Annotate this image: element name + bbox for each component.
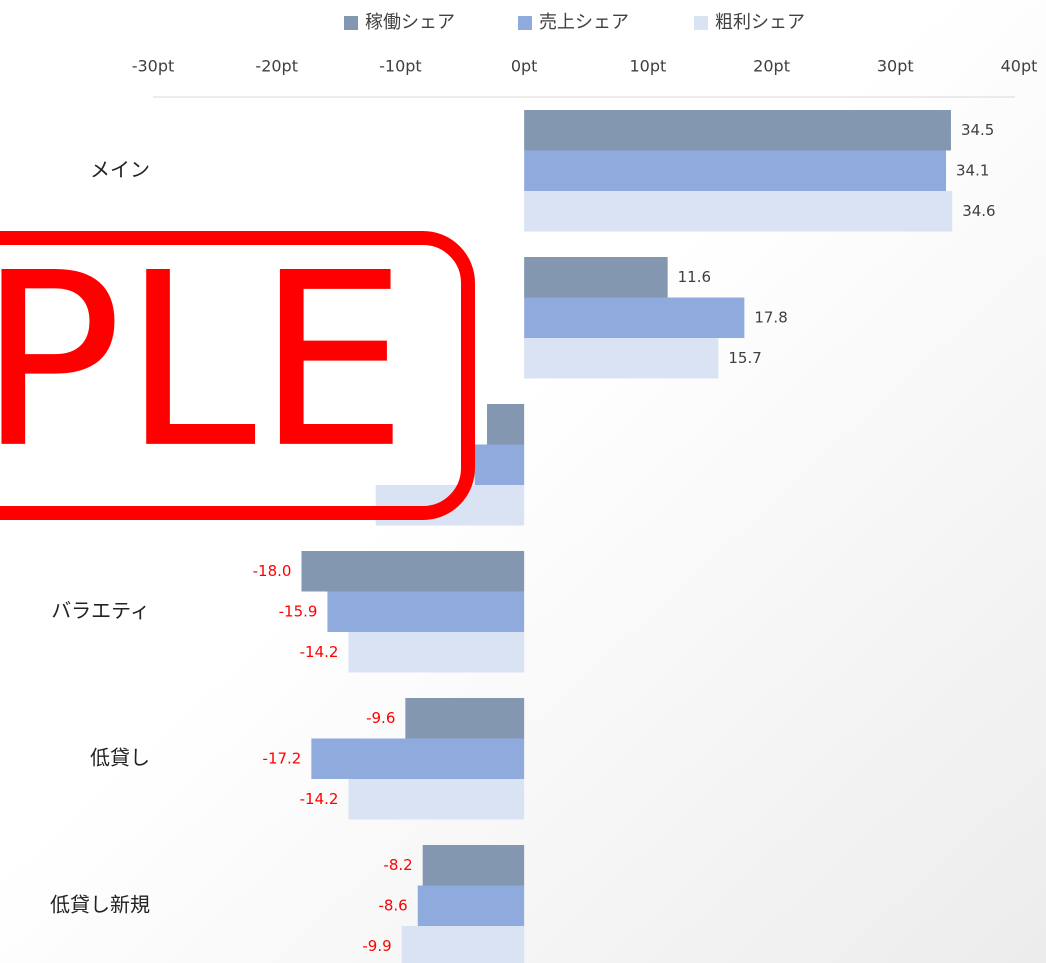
- value-label: -17.2: [263, 749, 302, 767]
- plot: 稼働シェア 売上シェア 粗利シェア -30pt -20pt -10pt 0pt 10pt 20p…: [50, 12, 1037, 963]
- value-label: -9.9: [362, 937, 391, 955]
- value-label: 34.1: [956, 161, 989, 179]
- value-label: -14.2: [300, 790, 339, 808]
- bar: [401, 926, 525, 963]
- category-label: バラエティ: [51, 598, 150, 622]
- x-tick-label: 20pt: [753, 57, 790, 76]
- value-label: 11.6: [678, 268, 711, 286]
- x-tick-label: -20pt: [255, 57, 298, 76]
- bar: [348, 779, 525, 820]
- bar: [474, 444, 525, 485]
- legend-swatch: [518, 16, 532, 30]
- legend-label: 粗利シェア: [715, 12, 805, 33]
- watermark-text: SAMPLE: [0, 221, 408, 501]
- bar: [524, 297, 745, 338]
- bar: [405, 698, 525, 739]
- value-label: -8.6: [378, 896, 407, 914]
- bar: [524, 191, 953, 232]
- bar: [524, 338, 719, 379]
- category-label: 低貸し: [90, 745, 150, 769]
- legend-swatch: [344, 16, 358, 30]
- x-tick-label: 10pt: [629, 57, 666, 76]
- bar: [422, 845, 525, 886]
- x-tick-label: -10pt: [379, 57, 422, 76]
- value-label: 34.5: [961, 121, 994, 139]
- legend-label: 稼働シェア: [365, 12, 455, 33]
- value-label: -14.2: [300, 643, 339, 661]
- value-label: 17.8: [754, 308, 787, 326]
- watermark-frame: [0, 231, 475, 520]
- value-label: -9.6: [366, 709, 395, 727]
- bar: [524, 150, 947, 191]
- bar: [417, 885, 525, 926]
- watermark: SAMPLE: [0, 221, 475, 520]
- legend-label: 売上シェア: [539, 12, 629, 33]
- bar: [524, 257, 668, 298]
- category-label: メイン: [90, 157, 150, 181]
- x-tick-label: 40pt: [1001, 57, 1038, 76]
- x-tick-label: -30pt: [132, 57, 175, 76]
- value-label: -15.9: [279, 602, 318, 620]
- bar: [311, 738, 525, 779]
- value-label: -8.2: [383, 856, 412, 874]
- value-label: 15.7: [728, 349, 761, 367]
- bar: [487, 404, 525, 445]
- bar: [301, 551, 525, 592]
- bar: [327, 591, 525, 632]
- value-label: -18.0: [253, 562, 292, 580]
- value-label: 34.6: [962, 202, 995, 220]
- bar: [524, 110, 951, 151]
- x-tick-label: 30pt: [877, 57, 914, 76]
- category-label: 低貸し新規: [50, 892, 150, 916]
- bar: [348, 632, 525, 673]
- x-tick-label: 0pt: [511, 57, 538, 76]
- legend-swatch: [694, 16, 708, 30]
